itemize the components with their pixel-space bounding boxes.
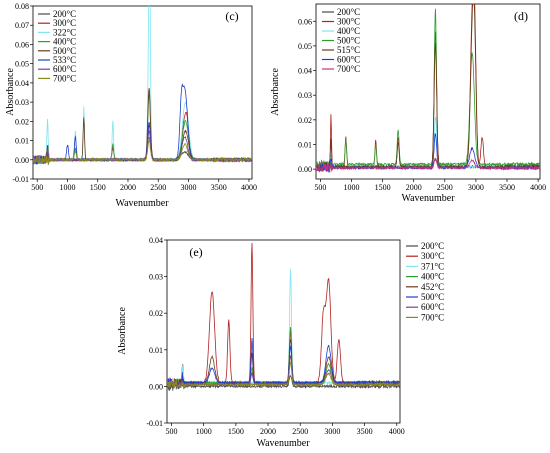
chart-panel-e: 500 1000 1500 2000 2500 3000 3500 4000 -0.01 0.00… xyxy=(117,236,444,449)
legend-label-d-0: 200°C xyxy=(337,7,360,17)
plot-frame-e xyxy=(166,239,401,424)
legend-label-c-2: 322°C xyxy=(53,27,76,37)
series-line-c-7 xyxy=(33,139,252,166)
x-tick-label-e-6: 3500 xyxy=(357,427,373,436)
x-tick-label-d-2: 1500 xyxy=(375,183,391,192)
y-tick-label-c-3: 0.02 xyxy=(15,117,29,126)
y-tick-label-c-1: 0.00 xyxy=(15,156,29,165)
legend-label-c-1: 300°C xyxy=(53,18,76,28)
x-tick-label-e-1: 1000 xyxy=(196,427,212,436)
y-tick-label-c-0: -0.01 xyxy=(12,175,29,184)
x-tick-label-c-0: 500 xyxy=(31,183,43,192)
panel-label-e: (e) xyxy=(189,245,202,259)
y-tick-label-d-3: 0.03 xyxy=(298,91,312,100)
x-tick-label-d-3: 2000 xyxy=(406,183,422,192)
x-tick-label-c-5: 3000 xyxy=(180,183,196,192)
x-tick-label-d-6: 3500 xyxy=(499,183,515,192)
axis-ticks-c: 500 1000 1500 2000 2500 3000 3500 4000 -0.01 0.00… xyxy=(12,2,257,192)
x-tick-label-c-1: 1000 xyxy=(59,183,75,192)
x-tick-label-c-6: 3500 xyxy=(211,183,227,192)
y-tick-label-c-7: 0.06 xyxy=(15,40,29,49)
y-tick-label-d-0: 0.00 xyxy=(298,165,312,174)
y-tick-label-c-8: 0.07 xyxy=(15,21,29,30)
x-tick-label-c-2: 1500 xyxy=(90,183,106,192)
panel-label-d: (d) xyxy=(514,9,528,23)
series-line-e-7 xyxy=(167,361,400,390)
series-line-d-6 xyxy=(316,157,540,174)
legend-label-e-7: 700°C xyxy=(421,312,444,322)
y-tick-label-e-4: 0.03 xyxy=(149,273,163,282)
plot-frame-d xyxy=(315,3,541,180)
legend-label-c-7: 700°C xyxy=(53,73,76,83)
legend-label-e-4: 452°C xyxy=(421,282,444,292)
legend-label-d-6: 700°C xyxy=(337,64,360,74)
x-axis-label-c: Wavenumber xyxy=(115,198,169,209)
legend-label-c-5: 533°C xyxy=(53,55,76,65)
x-tick-label-e-4: 2500 xyxy=(292,427,308,436)
x-tick-label-d-1: 1000 xyxy=(343,183,359,192)
axis-ticks-e: 500 1000 1500 2000 2500 3000 3500 4000 -0.01 0.00… xyxy=(146,236,404,436)
x-tick-label-e-7: 4000 xyxy=(389,427,405,436)
x-tick-label-d-7: 4000 xyxy=(530,183,546,192)
y-tick-label-c-6: 0.05 xyxy=(15,60,29,69)
axis-ticks-d: 500 1000 1500 2000 2500 3000 3500 4000 0.00 0.01 0… xyxy=(298,17,546,192)
legend-label-e-0: 200°C xyxy=(421,241,444,251)
y-tick-label-c-5: 0.04 xyxy=(15,79,29,88)
legend-label-e-6: 600°C xyxy=(421,302,444,312)
x-axis-label-d: Wavenumber xyxy=(401,193,455,204)
y-tick-label-d-6: 0.06 xyxy=(298,17,312,26)
x-tick-label-e-3: 2000 xyxy=(260,427,276,436)
legend-label-d-5: 600°C xyxy=(337,55,360,65)
x-tick-label-e-5: 3000 xyxy=(324,427,340,436)
y-axis-label-d: Absorbance xyxy=(270,68,281,116)
x-axis-label-e: Wavenumber xyxy=(256,438,310,449)
x-tick-label-c-7: 4000 xyxy=(241,183,257,192)
plot-frame-c xyxy=(32,5,253,180)
series-line-d-3 xyxy=(316,8,540,170)
series-lines-d xyxy=(316,4,540,174)
y-tick-label-e-5: 0.04 xyxy=(149,236,163,245)
y-tick-label-c-2: 0.01 xyxy=(15,137,29,146)
x-tick-label-c-4: 2500 xyxy=(150,183,166,192)
x-tick-label-e-2: 1500 xyxy=(228,427,244,436)
legend-label-d-3: 500°C xyxy=(337,36,360,46)
legend-label-e-5: 500°C xyxy=(421,292,444,302)
series-lines-c xyxy=(33,6,252,166)
legend-label-e-1: 300°C xyxy=(421,251,444,261)
x-tick-label-e-0: 500 xyxy=(166,427,178,436)
y-tick-label-e-2: 0.01 xyxy=(149,346,163,355)
y-tick-label-c-9: 0.08 xyxy=(15,2,29,11)
y-tick-label-d-5: 0.05 xyxy=(298,42,312,51)
y-axis-label-c: Absorbance xyxy=(5,68,16,116)
y-tick-label-e-0: -0.01 xyxy=(146,419,163,428)
legend-label-c-0: 200°C xyxy=(53,9,76,19)
y-tick-label-e-3: 0.02 xyxy=(149,309,163,318)
legend-label-c-6: 600°C xyxy=(53,64,76,74)
x-tick-label-d-0: 500 xyxy=(314,183,326,192)
y-axis-label-e: Absorbance xyxy=(117,307,128,355)
x-tick-label-d-5: 3000 xyxy=(468,183,484,192)
legend-label-d-2: 400°C xyxy=(337,26,360,36)
legend-label-e-3: 400°C xyxy=(421,272,444,282)
y-tick-label-d-4: 0.04 xyxy=(298,67,312,76)
legend-label-d-1: 300°C xyxy=(337,17,360,27)
y-tick-label-d-2: 0.02 xyxy=(298,116,312,125)
legend-label-c-4: 500°C xyxy=(53,46,76,56)
x-tick-label-c-3: 2000 xyxy=(120,183,136,192)
chart-panel-c: 500 1000 1500 2000 2500 3000 3500 4000 -0.01 0.00… xyxy=(5,2,257,209)
legend-label-d-4: 515°C xyxy=(337,45,360,55)
y-tick-label-c-4: 0.03 xyxy=(15,98,29,107)
panel-label-c: (c) xyxy=(225,9,238,23)
y-tick-label-e-1: 0.00 xyxy=(149,382,163,391)
chart-panel-d: 500 1000 1500 2000 2500 3000 3500 4000 0.00 0.01 0… xyxy=(270,3,546,204)
legend-label-e-2: 371°C xyxy=(421,261,444,271)
y-tick-label-d-1: 0.01 xyxy=(298,140,312,149)
x-tick-label-d-4: 2500 xyxy=(437,183,453,192)
legend-label-c-3: 400°C xyxy=(53,37,76,47)
series-lines-e xyxy=(167,242,400,392)
